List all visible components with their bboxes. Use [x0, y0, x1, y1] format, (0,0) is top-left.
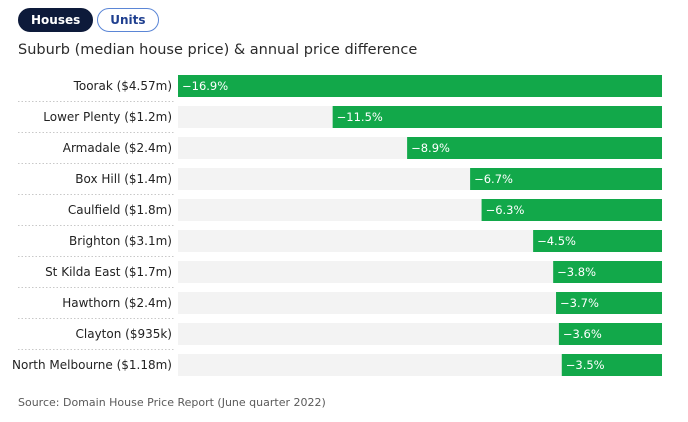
bar[interactable] — [553, 261, 662, 283]
bar-value-label: −6.3% — [486, 203, 525, 217]
bar-track — [178, 292, 662, 314]
bar[interactable] — [481, 199, 662, 221]
bar[interactable] — [332, 106, 662, 128]
bar[interactable] — [470, 168, 662, 190]
property-type-tabs: Houses Units — [18, 8, 159, 32]
bar-value-label: −8.9% — [411, 141, 450, 155]
bar-chart: −16.9% Toorak ($4.57m) −11.5% Lower Plenty … — [12, 75, 662, 376]
category-label: North Melbourne ($1.18m) — [12, 358, 172, 372]
bar[interactable] — [556, 292, 662, 314]
bar[interactable] — [407, 137, 662, 159]
bar[interactable] — [561, 354, 662, 376]
bar-value-label: −3.6% — [563, 327, 602, 341]
bar-value-label: −16.9% — [182, 79, 228, 93]
chart-title: Suburb (median house price) & annual pri… — [18, 42, 418, 58]
source-note: Source: Domain House Price Report (June … — [18, 396, 326, 409]
category-label: Brighton ($3.1m) — [69, 234, 172, 248]
bar-track — [178, 261, 662, 283]
bar-value-label: −4.5% — [537, 234, 576, 248]
bar-value-label: −6.7% — [474, 172, 513, 186]
bar-value-label: −3.8% — [557, 265, 596, 279]
category-label: Toorak ($4.57m) — [73, 79, 172, 93]
bar-value-label: −11.5% — [337, 110, 383, 124]
category-label: Hawthorn ($2.4m) — [62, 296, 172, 310]
category-label: Clayton ($935k) — [76, 327, 173, 341]
bar-value-label: −3.5% — [566, 358, 605, 372]
bar[interactable] — [558, 323, 662, 345]
bar[interactable] — [533, 230, 662, 252]
tab-units[interactable]: Units — [97, 8, 159, 32]
category-label: Caulfield ($1.8m) — [68, 203, 172, 217]
category-label: St Kilda East ($1.7m) — [45, 265, 172, 279]
category-label: Armadale ($2.4m) — [63, 141, 172, 155]
bar[interactable] — [178, 75, 662, 97]
bar-value-label: −3.7% — [560, 296, 599, 310]
bar-track — [178, 354, 662, 376]
tab-houses[interactable]: Houses — [18, 8, 94, 32]
category-label: Box Hill ($1.4m) — [75, 172, 172, 186]
bar-track — [178, 323, 662, 345]
category-label: Lower Plenty ($1.2m) — [43, 110, 172, 124]
